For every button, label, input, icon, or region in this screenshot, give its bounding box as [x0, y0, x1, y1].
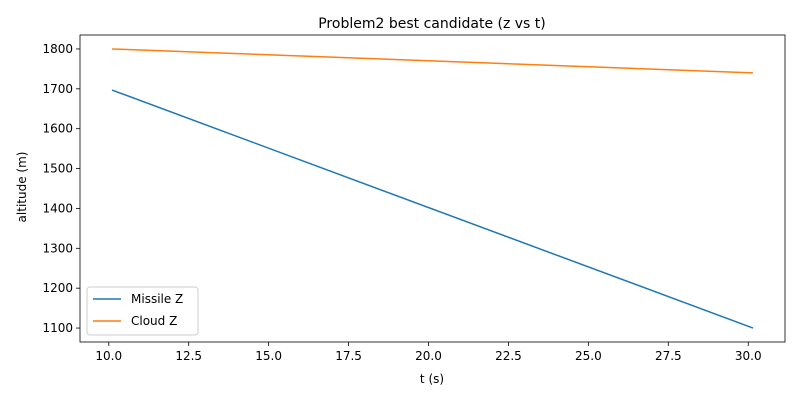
y-axis-ticks: 1100 1200 1300 1400 1500 1600 1700 1800: [42, 42, 80, 335]
x-axis-title: t (s): [420, 372, 444, 386]
x-tick-label: 30.0: [735, 349, 762, 363]
y-tick-label: 1400: [42, 201, 73, 215]
y-tick-label: 1800: [42, 42, 73, 56]
y-tick-label: 1200: [42, 281, 73, 295]
y-tick-label: 1500: [42, 162, 73, 176]
x-tick-label: 15.0: [255, 349, 282, 363]
legend: Missile Z Cloud Z: [86, 286, 199, 336]
legend-label-0: Missile Z: [131, 292, 183, 306]
x-tick-label: 25.0: [575, 349, 602, 363]
chart-title: Problem2 best candidate (z vs t): [318, 16, 546, 32]
x-tick-label: 27.5: [655, 349, 682, 363]
y-tick-label: 1600: [42, 122, 73, 136]
x-tick-label: 12.5: [175, 349, 202, 363]
x-tick-label: 17.5: [335, 349, 362, 363]
x-tick-label: 20.0: [415, 349, 442, 363]
legend-label-1: Cloud Z: [131, 314, 177, 328]
y-axis-title: altitude (m): [15, 152, 29, 223]
x-axis-ticks: 10.0 12.5 15.0 17.5 20.0 22.5 25.0 27.5 30.0: [95, 342, 762, 363]
y-tick-label: 1100: [42, 321, 73, 335]
x-tick-label: 22.5: [495, 349, 522, 363]
series-line-0: [111, 89, 754, 329]
x-tick-label: 10.0: [95, 349, 122, 363]
series-layer: [111, 48, 754, 329]
plot-frame: [79, 34, 786, 343]
y-tick-label: 1700: [42, 82, 73, 96]
series-line-1: [111, 48, 754, 74]
y-tick-label: 1300: [42, 241, 73, 255]
